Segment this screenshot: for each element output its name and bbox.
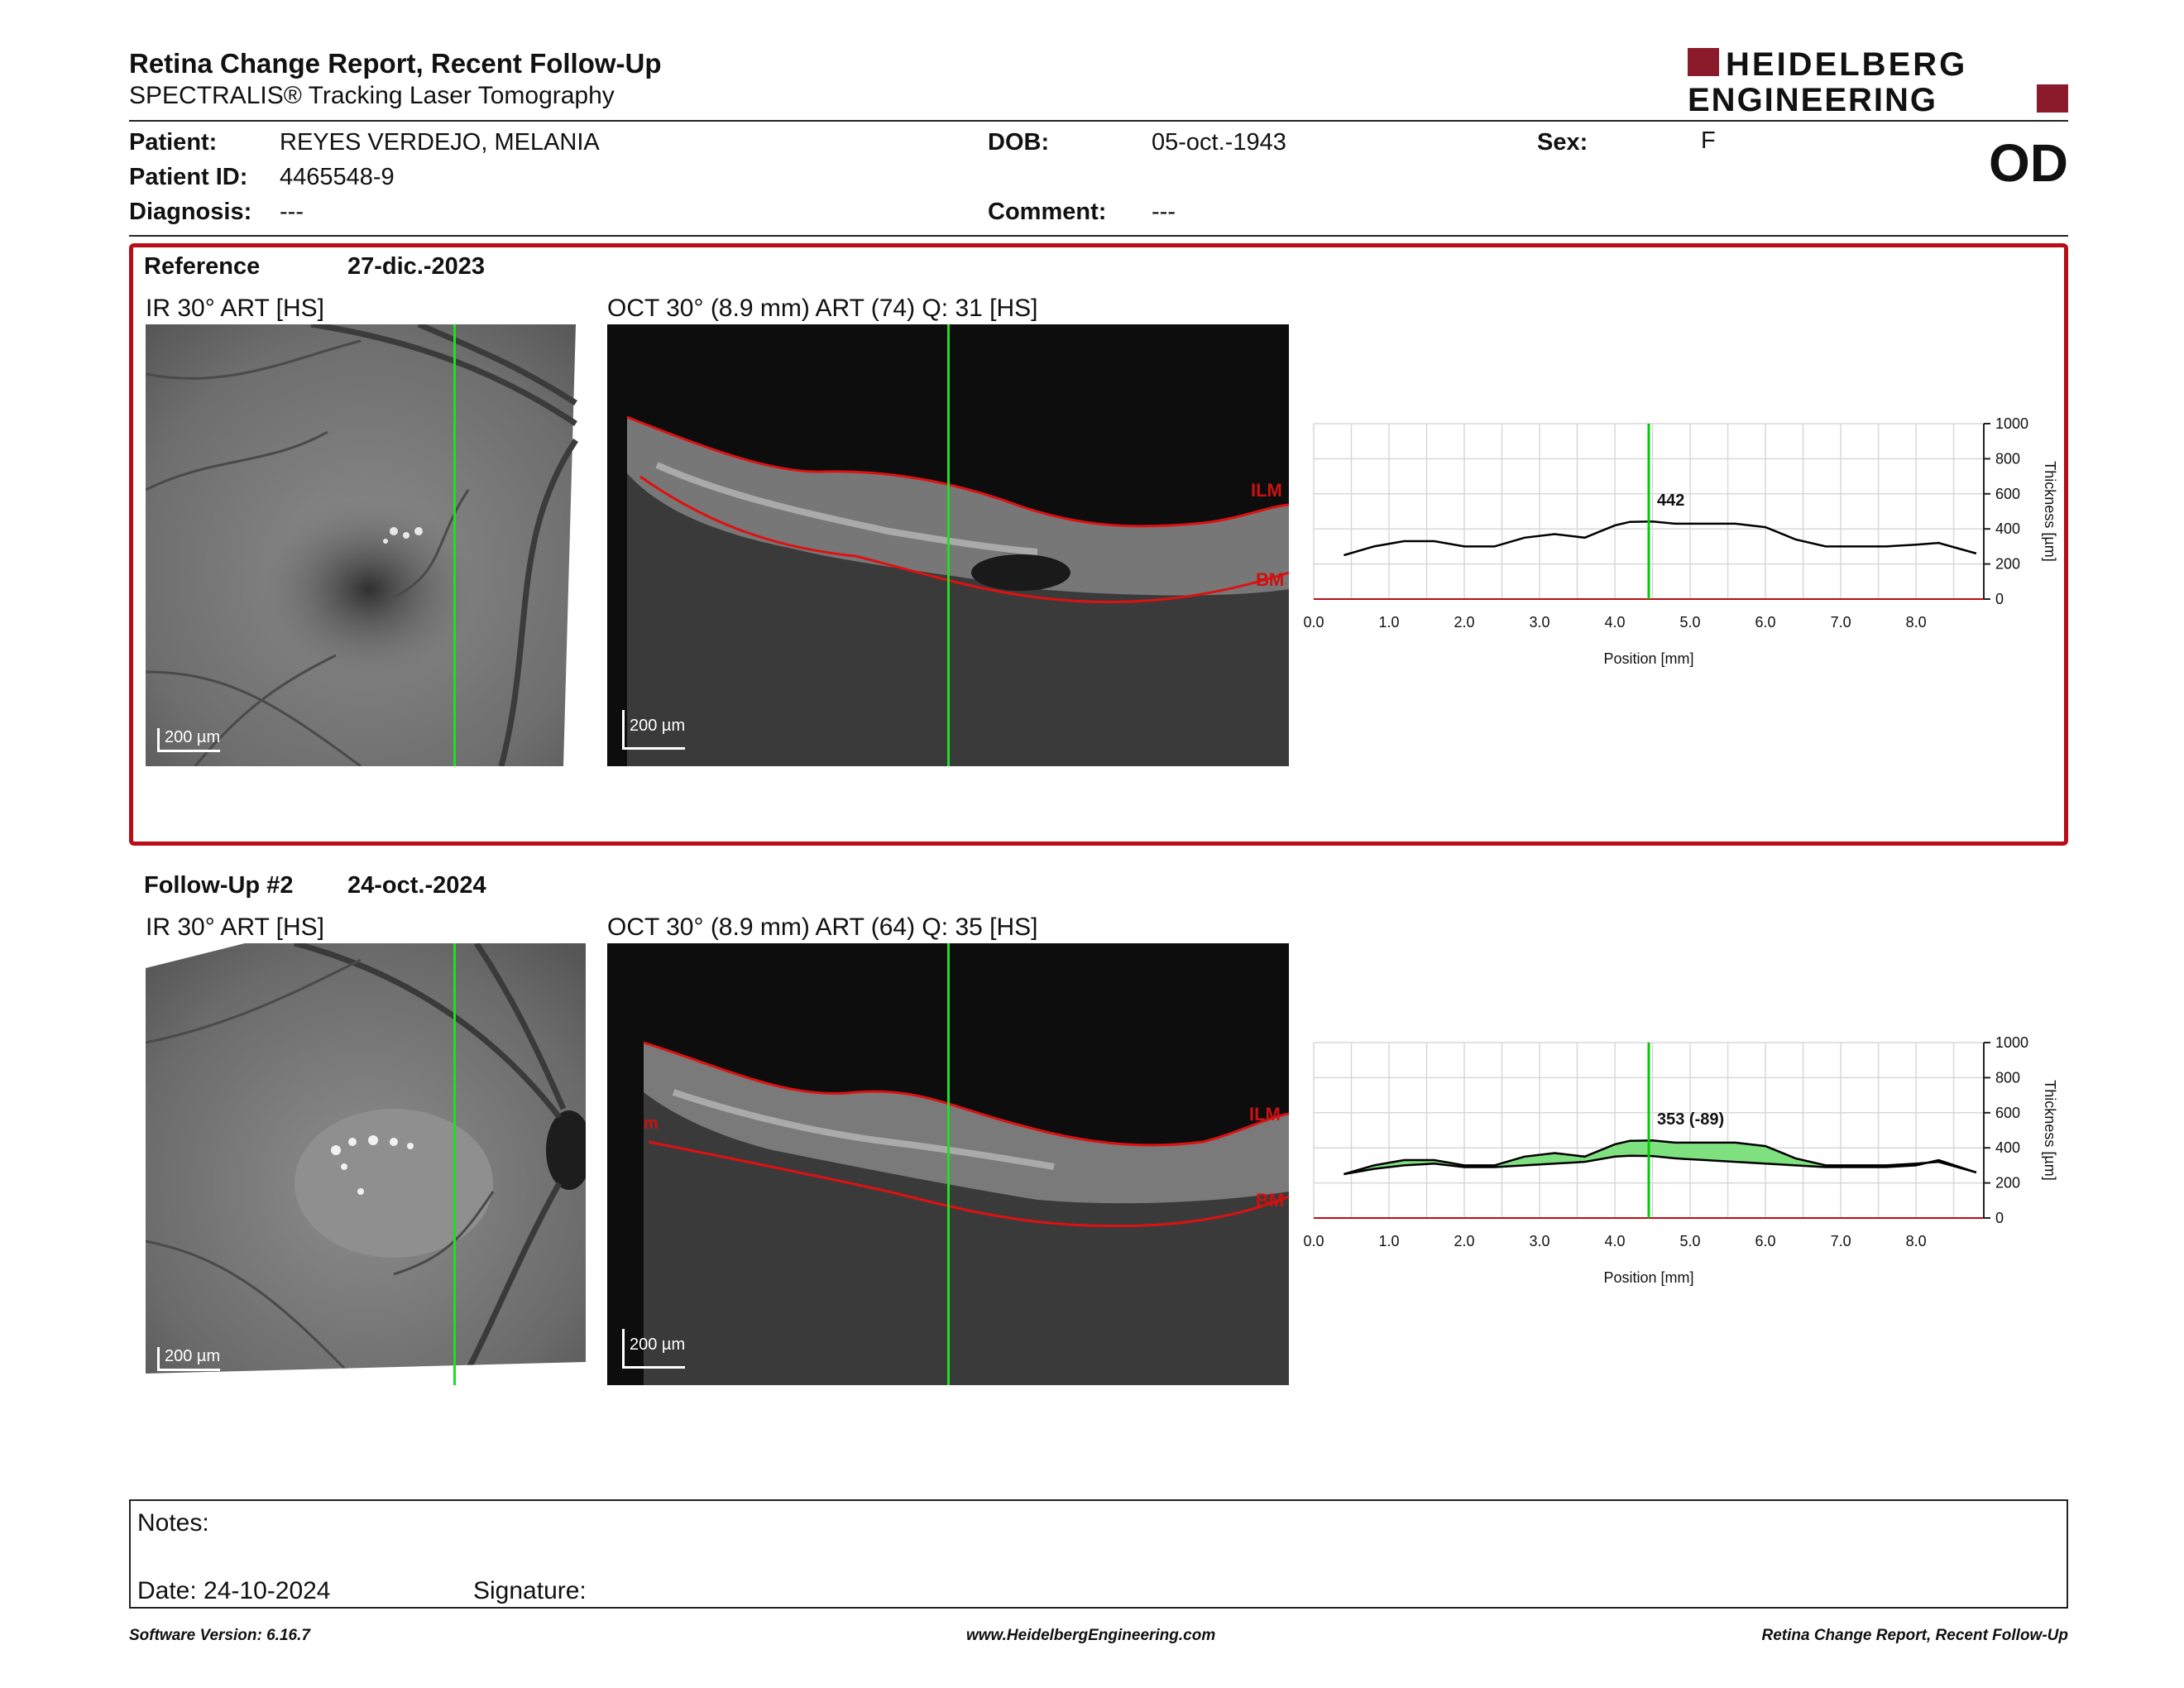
thickness-line-series-0 [1343,1154,1977,1176]
y-axis-label: Thickness [µm] [2042,461,2058,561]
y-tick-label: 800 [1995,450,2020,467]
reference-ir-scanline [453,324,456,766]
x-tick-label: 4.0 [1605,1233,1626,1249]
y-tick-label: 400 [1995,520,2020,537]
sex-value: F [1701,127,1716,154]
reference-ilm-label: ILM [1251,480,1282,501]
followup-ilm-label: ILM [1249,1104,1281,1125]
x-tick-label: 5.0 [1680,1233,1701,1249]
notes-label: Notes: [137,1509,209,1537]
thickness-line-series-0 [1343,520,1977,557]
x-tick-label: 6.0 [1755,1233,1776,1249]
reference-oct-scanline [947,324,950,766]
y-tick-label: 200 [1995,1175,2020,1192]
y-tick-label: 0 [1995,1210,2004,1226]
report-title: Retina Change Report, Recent Follow-Up [129,48,662,79]
patient-name: REYES VERDEJO, MELANIA [280,129,600,156]
reference-oct-label: OCT 30° (8.9 mm) ART (74) Q: 31 [HS] [607,295,1038,322]
diagnosis-label: Diagnosis: [129,199,252,225]
sex-label: Sex: [1537,129,1588,156]
svg-text:HEIDELBERG: HEIDELBERG [1726,46,1967,83]
y-tick-label: 600 [1995,486,2020,502]
report-subtitle: SPECTRALIS® Tracking Laser Tomography [129,82,615,109]
y-axis-label: Thickness [µm] [2042,1080,2058,1180]
notes-signature: Signature: [473,1577,587,1604]
followup-extra-label: m [644,1115,659,1133]
footer-software-version: Software Version: 6.16.7 [129,1627,310,1644]
x-tick-label: 1.0 [1378,1233,1399,1249]
comment-value: --- [1152,199,1176,225]
x-tick-label: 0.0 [1303,614,1324,631]
followup-bm-label: BM [1256,1190,1284,1211]
patient-id: 4465548-9 [280,164,395,190]
followup-ir-image: 200 µm [146,943,586,1385]
reference-label: Reference [144,253,261,280]
x-tick-label: 4.0 [1605,614,1626,631]
footer-website[interactable]: www.HeidelbergEngineering.com [966,1627,1216,1644]
notes-date: Date: 24-10-2024 [137,1577,331,1604]
followup-thickness-chart: 0 200 400 600 800 1000 0.0 1.0 2.0 3.0 4.0 5.0 6.0 7.… [1303,1034,2058,1286]
followup-date: 24-oct.-2024 [347,872,486,899]
heidelberg-logo: HEIDELBERG ENGINEERING [1688,46,2068,116]
diagnosis-value: --- [280,199,304,225]
followup-oct-label: OCT 30° (8.9 mm) ART (64) Q: 35 [HS] [607,914,1038,941]
reference-oct-scalebar: 200 µm [622,710,686,750]
notes-box: Notes: Date: 24-10-2024 Signature: [129,1499,2068,1609]
y-tick-label: 400 [1995,1139,2020,1156]
dob-value: 05-oct.-1943 [1152,129,1286,156]
patient-label: Patient: [129,129,218,156]
followup-label: Follow-Up #2 [144,872,294,899]
x-tick-label: 5.0 [1680,614,1701,631]
reference-ir-label: IR 30° ART [HS] [146,295,324,322]
header-divider [129,120,2068,122]
x-tick-label: 7.0 [1831,614,1851,631]
thickness-cursor-label: 353 (-89) [1657,1110,1724,1129]
x-tick-label: 1.0 [1378,614,1399,631]
y-tick-label: 1000 [1995,1034,2028,1051]
patient-id-label: Patient ID: [129,164,248,190]
x-tick-label: 8.0 [1906,1233,1927,1249]
thickness-cursor-label: 442 [1657,492,1684,510]
x-tick-label: 2.0 [1454,614,1475,631]
y-tick-label: 200 [1995,556,2020,573]
dob-label: DOB: [988,129,1050,156]
reference-oct-image: ILM BM 200 µm [607,324,1289,766]
eye-indicator: OD [1989,133,2068,193]
comment-label: Comment: [988,199,1107,225]
reference-thickness-chart: 0 200 400 600 800 1000 0.0 1.0 2.0 3.0 4.0 5.0 6.0 7.… [1303,415,2058,667]
info-divider [129,235,2068,237]
footer-report-name: Retina Change Report, Recent Follow-Up [1761,1627,2068,1644]
thickness-line-series-1 [1343,1139,1977,1176]
reference-bm-label: BM [1256,569,1284,590]
followup-ir-scanline [453,943,456,1385]
x-tick-label: 8.0 [1906,614,1927,631]
y-tick-label: 600 [1995,1105,2020,1121]
x-axis-label: Position [mm] [1603,650,1693,667]
y-tick-label: 800 [1995,1069,2020,1086]
x-tick-label: 2.0 [1454,1233,1475,1249]
reference-ir-scalebar: 200 µm [157,728,221,752]
x-tick-label: 7.0 [1831,1233,1851,1249]
followup-oct-scanline [947,943,950,1385]
y-tick-label: 1000 [1995,415,2028,432]
x-tick-label: 3.0 [1530,1233,1550,1249]
followup-ir-label: IR 30° ART [HS] [146,914,324,941]
followup-ir-scalebar: 200 µm [157,1347,221,1371]
x-tick-label: 6.0 [1755,614,1776,631]
x-tick-label: 3.0 [1530,614,1550,631]
y-tick-label: 0 [1995,591,2004,607]
reference-frame [129,243,2068,846]
reference-date: 27-dic.-2023 [347,253,486,280]
svg-text:ENGINEERING: ENGINEERING [1688,82,1937,116]
x-axis-label: Position [mm] [1603,1269,1693,1286]
x-tick-label: 0.0 [1303,1233,1324,1249]
reference-ir-image: 200 µm [146,324,586,766]
followup-oct-image: m ILM BM 200 µm [607,943,1289,1385]
followup-oct-scalebar: 200 µm [622,1329,686,1369]
